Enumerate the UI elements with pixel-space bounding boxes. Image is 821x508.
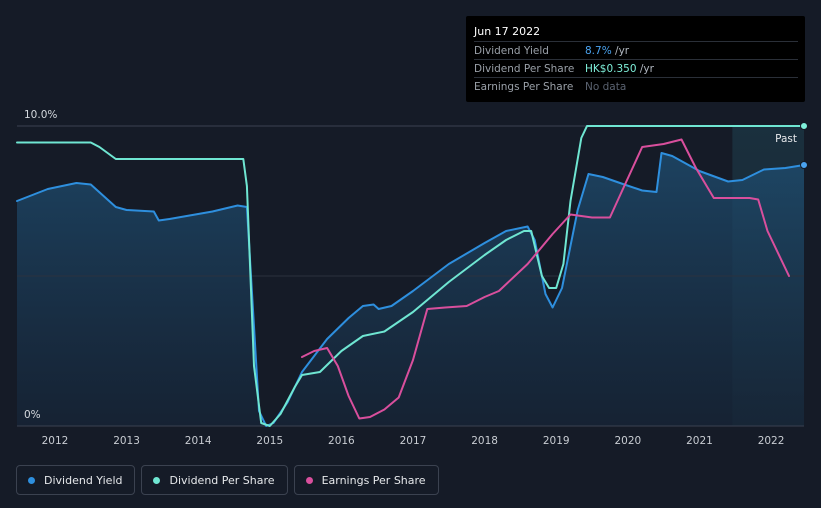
y-tick-label: 10.0% (24, 109, 57, 121)
legend-item-earnings-per-share[interactable]: Earnings Per Share (293, 465, 439, 495)
x-tick-label: 2014 (185, 435, 212, 447)
tooltip-date: Jun 17 2022 (474, 25, 541, 38)
x-tick-label: 2012 (42, 435, 69, 447)
legend-label: Earnings Per Share (321, 473, 426, 487)
tooltip-label: Dividend Per Share (474, 63, 575, 75)
y-tick-label: 0% (24, 409, 41, 421)
earnings-per-share-line (301, 138, 790, 420)
legend-dot-icon (305, 476, 313, 484)
legend-item-dividend-yield[interactable]: Dividend Yield (16, 465, 136, 495)
dividend-yield-marker (800, 161, 808, 169)
legend-label: Dividend Per Share (169, 473, 275, 487)
tooltip-panel: Jun 17 2022 Dividend Yield 8.7% /yr Divi… (466, 16, 805, 102)
tooltip-label: Dividend Yield (474, 45, 549, 57)
x-tick-label: 2017 (400, 435, 427, 447)
tooltip-value: No data (585, 81, 627, 93)
tooltip-row-earnings-per-share: Earnings Per Share No data (474, 77, 798, 96)
tooltip-value: HK$0.350 /yr (585, 63, 654, 75)
x-tick-label: 2018 (471, 435, 498, 447)
dividend-yield-line (16, 152, 805, 427)
past-label: Past (775, 133, 797, 145)
tooltip-label: Earnings Per Share (474, 81, 574, 93)
tooltip-row-dividend-per-share: Dividend Per Share HK$0.350 /yr (474, 59, 798, 78)
tooltip-value: 8.7% /yr (585, 45, 630, 57)
x-tick-label: 2020 (614, 435, 641, 447)
legend-label: Dividend Yield (44, 473, 123, 487)
dividend-per-share-marker (800, 122, 808, 130)
x-tick-label: 2015 (256, 435, 283, 447)
tooltip-row-dividend-yield: Dividend Yield 8.7% /yr (474, 41, 798, 60)
legend-dot-icon (28, 476, 35, 484)
legend-item-dividend-per-share[interactable]: Dividend Per Share (141, 465, 288, 495)
x-tick-label: 2019 (543, 435, 570, 447)
dividend-yield-area (17, 153, 804, 426)
legend-dot-icon (153, 476, 161, 484)
x-tick-label: 2021 (686, 435, 713, 447)
x-tick-label: 2013 (113, 435, 140, 447)
dividend-per-share-line (16, 125, 805, 427)
x-tick-label: 2022 (758, 435, 785, 447)
x-tick-label: 2016 (328, 435, 355, 447)
legend: Dividend Yield Dividend Per Share Earnin… (16, 465, 439, 495)
